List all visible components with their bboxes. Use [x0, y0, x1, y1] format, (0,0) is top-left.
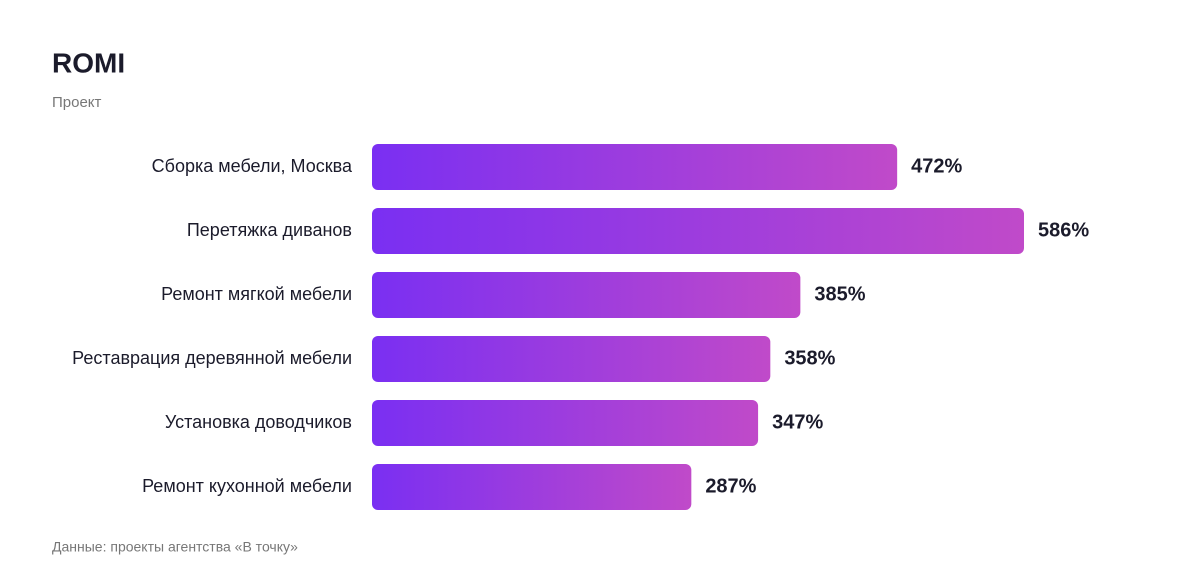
- category-label: Сборка мебели, Москва: [152, 156, 353, 176]
- bar: [372, 208, 1024, 254]
- bar: [372, 144, 898, 190]
- value-label: 472%: [911, 155, 962, 177]
- value-label: 358%: [784, 347, 835, 369]
- value-label: 586%: [1038, 219, 1089, 241]
- value-label: 287%: [705, 475, 756, 497]
- bar: [372, 336, 771, 382]
- category-label: Перетяжка диванов: [187, 220, 352, 240]
- value-label: 385%: [814, 283, 865, 305]
- bar: [372, 400, 759, 446]
- category-label: Ремонт мягкой мебели: [161, 284, 352, 304]
- bar: [372, 272, 801, 318]
- category-label: Ремонт кухонной мебели: [142, 476, 352, 496]
- chart-title: ROMI: [52, 47, 125, 78]
- chart-subtitle: Проект: [52, 94, 102, 111]
- category-label: Реставрация деревянной мебели: [72, 348, 352, 368]
- bar: [372, 464, 692, 510]
- value-label: 347%: [772, 411, 823, 433]
- category-label: Установка доводчиков: [165, 412, 352, 432]
- source-note: Данные: проекты агентства «В точку»: [52, 539, 298, 555]
